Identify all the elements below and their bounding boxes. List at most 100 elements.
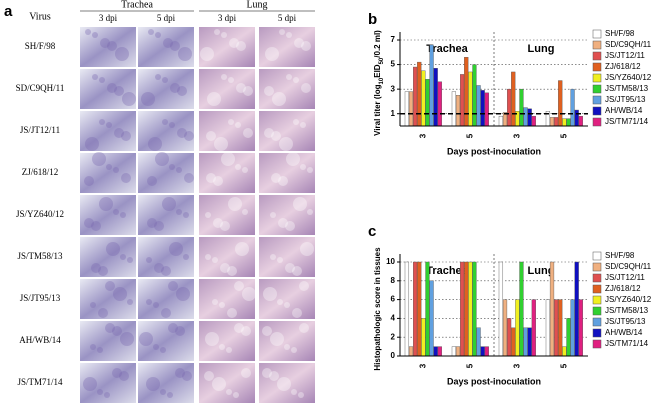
tissue-texture [243,86,253,96]
tissue-texture [219,302,225,308]
bar [578,299,583,357]
tissue-texture [98,308,108,318]
tissue-texture [235,242,249,256]
legend-label: JS/TM71/14 [605,117,649,126]
histology-image [259,279,315,319]
bar [437,346,442,357]
histology-image [80,195,136,235]
tissue-texture [262,368,272,378]
tissue-texture [213,218,223,228]
y-tick-label: 2 [391,332,396,341]
legend-label: JS/TM58/13 [605,306,649,315]
tissue-texture [307,209,313,215]
bar [502,112,508,127]
bar [476,327,481,357]
y-tick-label: 3 [391,84,396,93]
tissue-texture [155,32,161,38]
legend-swatch [592,73,602,83]
tissue-texture [153,344,159,350]
bar [404,91,410,127]
tissue-texture [284,344,290,350]
tissue-texture [115,47,129,61]
tissue-texture [236,41,246,51]
bar [531,299,536,357]
y-tick-label: 6 [391,295,396,304]
y-label-part: /0.2 ml) [373,30,382,58]
x-axis-label: Days post-inoculation [447,146,541,156]
tissue-texture [221,74,227,80]
bar [429,280,434,357]
tissue-texture [107,83,117,93]
bar [408,346,414,357]
tissue-texture [161,266,171,276]
tissue-texture [153,302,159,308]
tissue-texture [139,332,153,346]
virus-label: SD/C9QH/11 [16,83,65,93]
tissue-texture [300,164,306,170]
tissue-texture [277,257,283,263]
bar [421,318,426,357]
tissue-texture [146,257,152,263]
histology-image [259,153,315,193]
tissue-texture [301,83,311,93]
y-tick-label: 0 [391,351,396,360]
legend-label: JS/JT12/11 [605,51,645,60]
virus-label: JS/TM71/14 [17,377,63,387]
bar [531,115,536,127]
histology-image [138,153,194,193]
tissue-texture [146,377,160,391]
legend-label: SD/C9QH/11 [605,40,652,49]
tissue-texture [293,77,299,83]
tissue-header: Lung [246,0,267,10]
tissue-texture [122,92,136,106]
tissue-texture [105,323,115,333]
legend-label: SD/C9QH/11 [605,262,652,271]
legend-swatch [592,95,602,105]
tissue-texture [262,326,272,336]
tissue-texture [84,176,94,186]
tissue-texture [97,389,103,395]
tissue-texture [92,152,106,166]
tissue-texture [206,131,216,141]
tissue-texture [98,266,108,276]
histology-image [138,69,194,109]
tissue-texture [91,221,101,231]
legend-swatch [592,106,602,116]
tissue-texture [90,302,96,308]
tissue-texture [114,86,124,96]
histology-image [259,237,315,277]
tissue-texture [264,86,274,96]
x-tick-label: 5 [466,133,475,138]
y-tick-label: 8 [391,276,396,285]
tissue-texture [235,122,241,128]
legend-label: JS/JT12/11 [605,273,645,282]
legend-label: AH/WB/14 [605,328,643,337]
tissue-texture [90,344,96,350]
histology-image [199,321,255,361]
tissue-texture [160,389,166,395]
tissue-texture [293,119,299,125]
bar [507,88,512,127]
tissue-texture [120,254,126,260]
bar [408,91,414,127]
legend-label: AH/WB/14 [605,106,643,115]
tissue-texture [242,287,256,301]
histology-image [80,237,136,277]
tissue-texture [127,299,133,305]
x-tick-label: 5 [560,363,569,368]
legend-swatch [592,284,602,294]
bar [507,318,512,357]
tissue-texture [176,167,182,173]
tissue-texture [169,242,183,256]
group-label: Trachea [426,265,468,277]
bar [455,346,461,357]
legend-label: JS/YZ640/12 [605,295,652,304]
tissue-texture [307,167,313,173]
tissue-texture [105,281,115,291]
legend-swatch [592,40,602,50]
tissue-texture [184,173,194,183]
histology-image [259,69,315,109]
legend-swatch [592,51,602,61]
tissue-texture [229,38,239,48]
tissue-texture [99,197,113,211]
